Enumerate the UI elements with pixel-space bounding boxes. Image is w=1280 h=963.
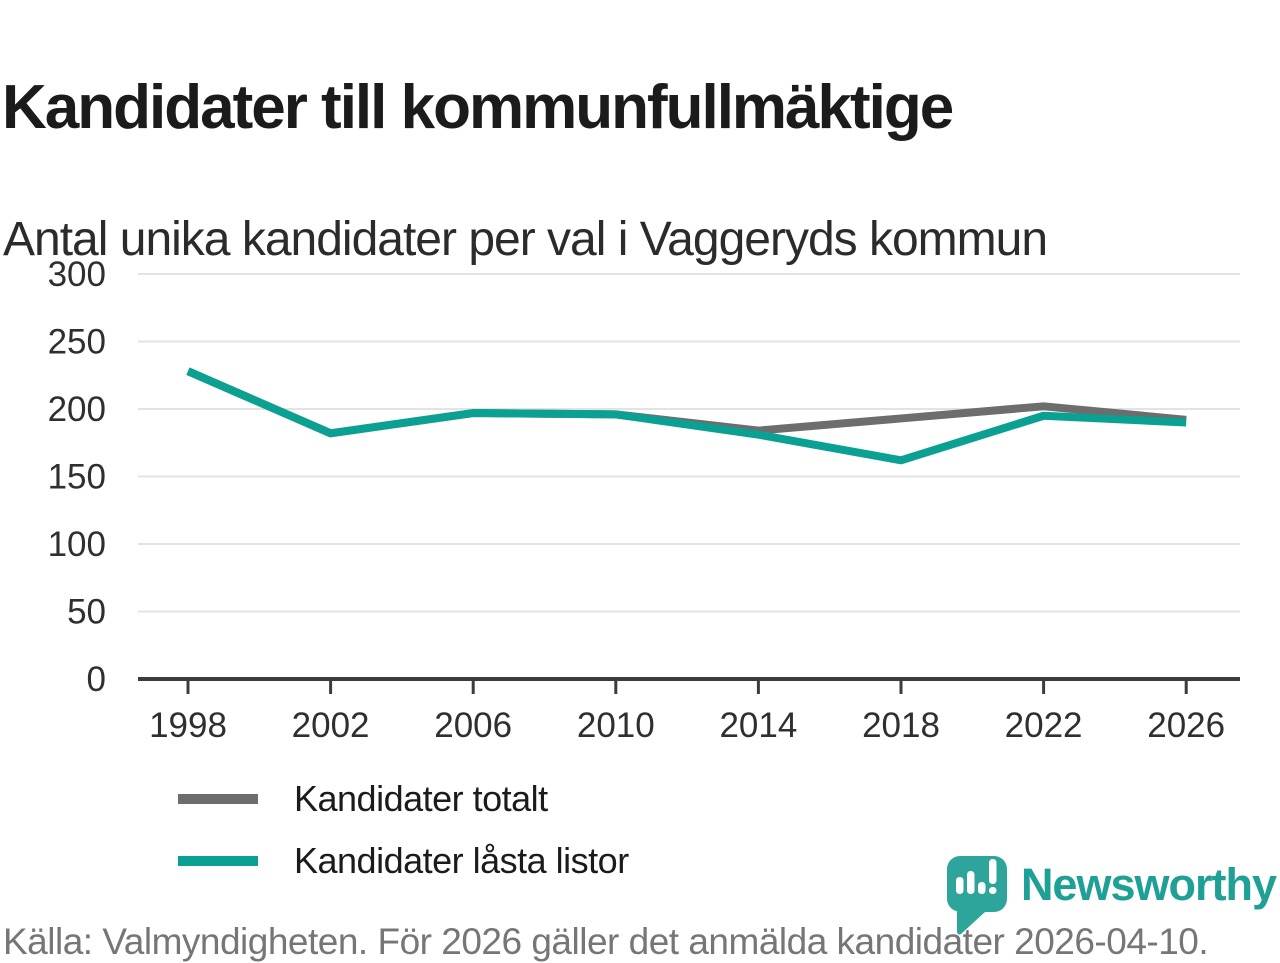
line-chart: 0 50 100 150 200 250 300 1998 2002 2006 2010 2014 20… — [0, 240, 1280, 893]
chart-subtitle: Antal unika kandidater per val i Vaggery… — [3, 213, 1048, 266]
icon-exclamation-bar — [988, 859, 997, 884]
x-axis-label: 2018 — [862, 706, 940, 745]
page-title: Kandidater till kommunfullmäktige — [2, 72, 954, 142]
x-axis-label: 2022 — [1005, 706, 1083, 745]
x-axis-label: 2002 — [292, 706, 370, 745]
source-note: Källa: Valmyndigheten. För 2026 gäller d… — [3, 921, 1209, 962]
icon-bar-2 — [966, 871, 975, 894]
chart-legend: Kandidater totalt Kandidater låsta listo… — [150, 771, 655, 893]
x-axis-label: 2010 — [577, 706, 655, 745]
line-chart-svg: 0 50 100 150 200 250 300 1998 2002 2006 2010 2014 20… — [48, 255, 1240, 745]
x-axis-label: 2026 — [1147, 706, 1225, 745]
legend-swatch-totalt — [178, 794, 258, 804]
legend-swatch-lasta-listor — [178, 856, 258, 866]
newsworthy-wordmark: Newsworthy — [1020, 859, 1277, 910]
icon-exclamation-dot — [988, 887, 997, 894]
icon-bar-3 — [977, 882, 986, 894]
y-axis-label: 200 — [48, 390, 106, 429]
newsworthy-speech-bubble-barchart-icon — [946, 856, 1007, 935]
x-axis-label: 1998 — [149, 706, 227, 745]
y-axis-label: 150 — [48, 458, 106, 497]
y-axis-label: 300 — [48, 255, 106, 294]
y-axis-label: 100 — [48, 525, 106, 564]
icon-bar-1 — [955, 877, 964, 894]
legend-label-totalt: Kandidater totalt — [294, 778, 548, 819]
legend-label-lasta-listor: Kandidater låsta listor — [294, 840, 629, 881]
x-axis-label: 2006 — [434, 706, 512, 745]
y-axis-label: 0 — [87, 660, 106, 699]
x-axis-label: 2014 — [719, 706, 797, 745]
newsworthy-logo: Newsworthy — [946, 856, 1277, 938]
legend-item-totalt: Kandidater totalt — [178, 777, 629, 821]
y-axis-label: 250 — [48, 323, 106, 362]
series-line-kandidater-l-sta-listor — [186, 367, 1187, 465]
y-axis-label: 50 — [67, 593, 106, 632]
legend-item-lasta-listor: Kandidater låsta listor — [178, 839, 629, 883]
